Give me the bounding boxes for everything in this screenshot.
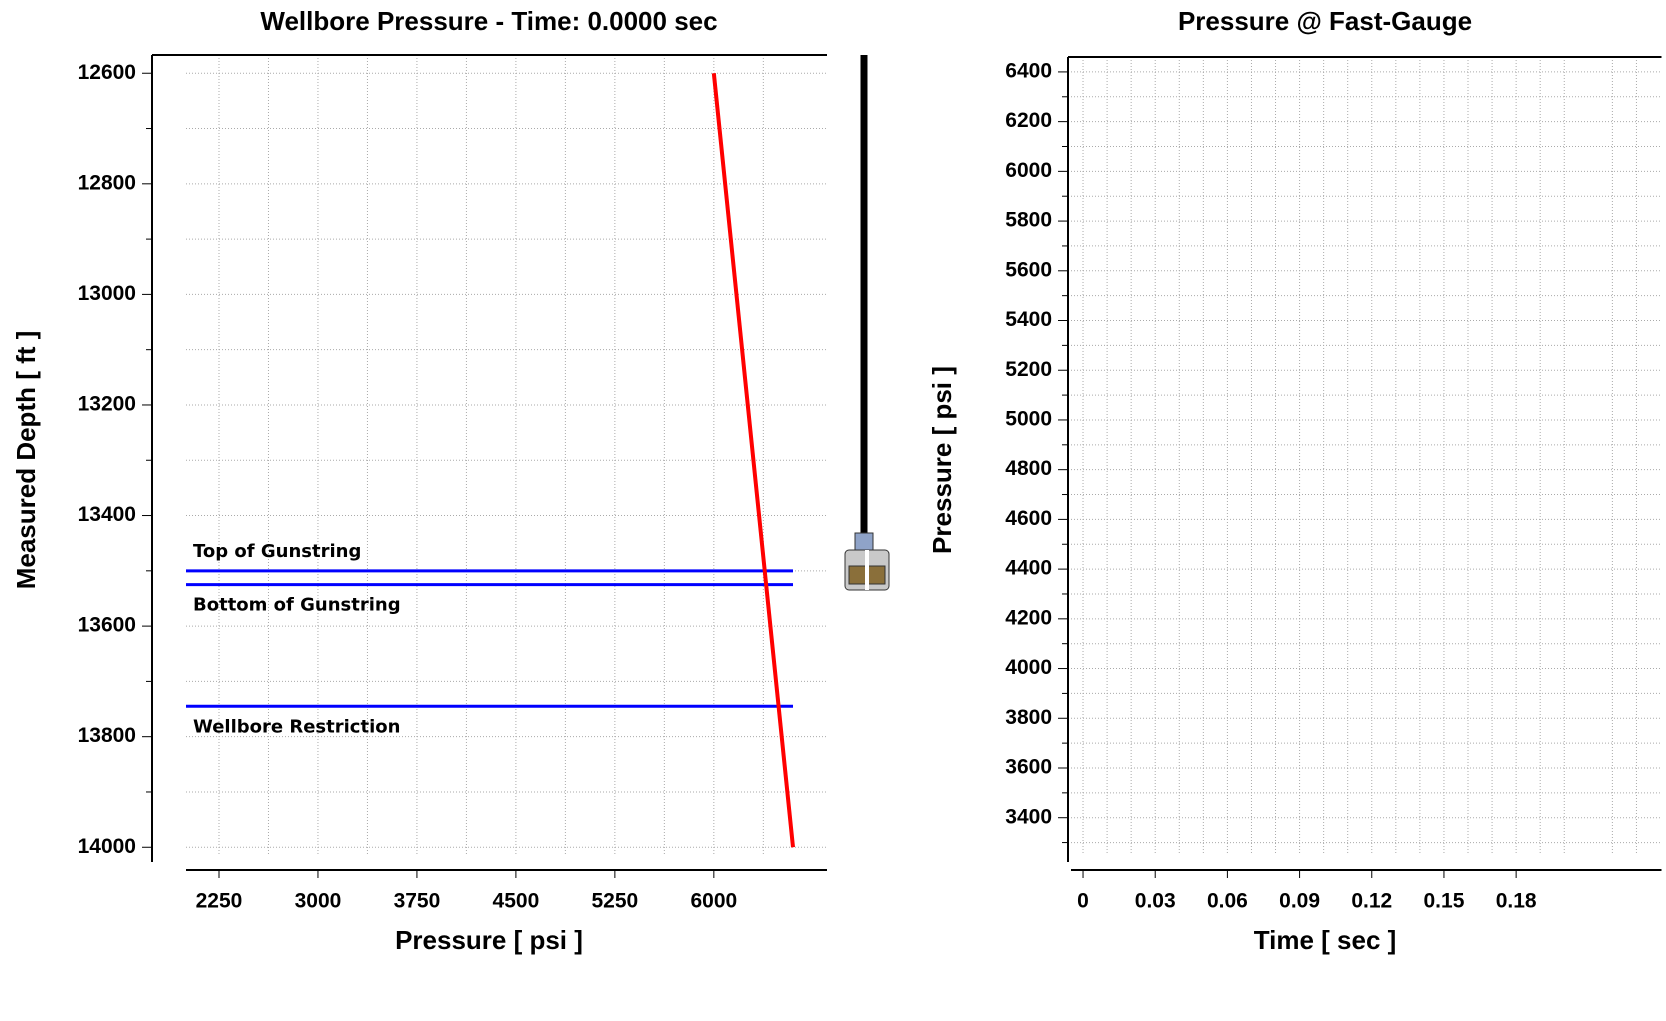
y-tick-label: 14000 <box>78 835 136 858</box>
y-tick-label: 13000 <box>78 282 136 305</box>
y-axis-title: Measured Depth [ ft ] <box>11 331 41 590</box>
x-tick-label: 0.06 <box>1207 890 1248 913</box>
reference-label: Bottom of Gunstring <box>193 595 401 616</box>
y-tick-label: 4800 <box>1005 457 1052 480</box>
x-tick-label: 3000 <box>295 890 342 913</box>
y-tick-label: 5800 <box>1005 209 1052 232</box>
x-axis-title: Time [ sec ] <box>1254 925 1397 955</box>
chart-title: Wellbore Pressure - Time: 0.0000 sec <box>260 6 717 36</box>
y-tick-label: 3400 <box>1005 805 1052 828</box>
x-tick-label: 0.03 <box>1135 890 1176 913</box>
pressure-line <box>711 73 795 848</box>
x-tick-label: 2250 <box>196 890 243 913</box>
x-tick-label: 4500 <box>493 890 540 913</box>
y-tick-label: 3800 <box>1005 706 1052 729</box>
x-tick-label: 0.09 <box>1279 890 1320 913</box>
reference-label: Wellbore Restriction <box>193 716 400 737</box>
x-tick-label: 5250 <box>592 890 639 913</box>
y-tick-label: 5200 <box>1005 358 1052 381</box>
y-tick-label: 4600 <box>1005 507 1052 530</box>
y-tick-label: 12800 <box>78 171 136 194</box>
x-tick-label: 3750 <box>394 890 441 913</box>
y-tick-label: 4400 <box>1005 557 1052 580</box>
chart-title: Pressure @ Fast-Gauge <box>1178 6 1472 36</box>
y-tick-label: 6000 <box>1005 159 1052 182</box>
y-tick-label: 5400 <box>1005 308 1052 331</box>
y-tick-label: 5000 <box>1005 408 1052 431</box>
x-tick-label: 0 <box>1077 890 1089 913</box>
x-tick-label: 6000 <box>690 890 737 913</box>
y-tick-label: 4200 <box>1005 606 1052 629</box>
tool-string <box>844 55 890 591</box>
x-tick-label: 0.18 <box>1496 890 1537 913</box>
reference-label: Top of Gunstring <box>193 541 361 562</box>
y-tick-label: 13800 <box>78 724 136 747</box>
x-axis-title: Pressure [ psi ] <box>395 925 583 955</box>
y-tick-label: 5600 <box>1005 258 1052 281</box>
y-tick-label: 3600 <box>1005 756 1052 779</box>
y-tick-label: 13200 <box>78 393 136 416</box>
x-tick-label: 0.15 <box>1424 890 1465 913</box>
y-tick-label: 12600 <box>78 61 136 84</box>
y-tick-label: 6200 <box>1005 109 1052 132</box>
y-tick-label: 13400 <box>78 503 136 526</box>
x-tick-label: 0.12 <box>1351 890 1392 913</box>
y-tick-label: 4000 <box>1005 656 1052 679</box>
y-tick-label: 13600 <box>78 614 136 637</box>
y-tick-label: 6400 <box>1005 59 1052 82</box>
y-axis-title: Pressure [ psi ] <box>927 366 957 554</box>
